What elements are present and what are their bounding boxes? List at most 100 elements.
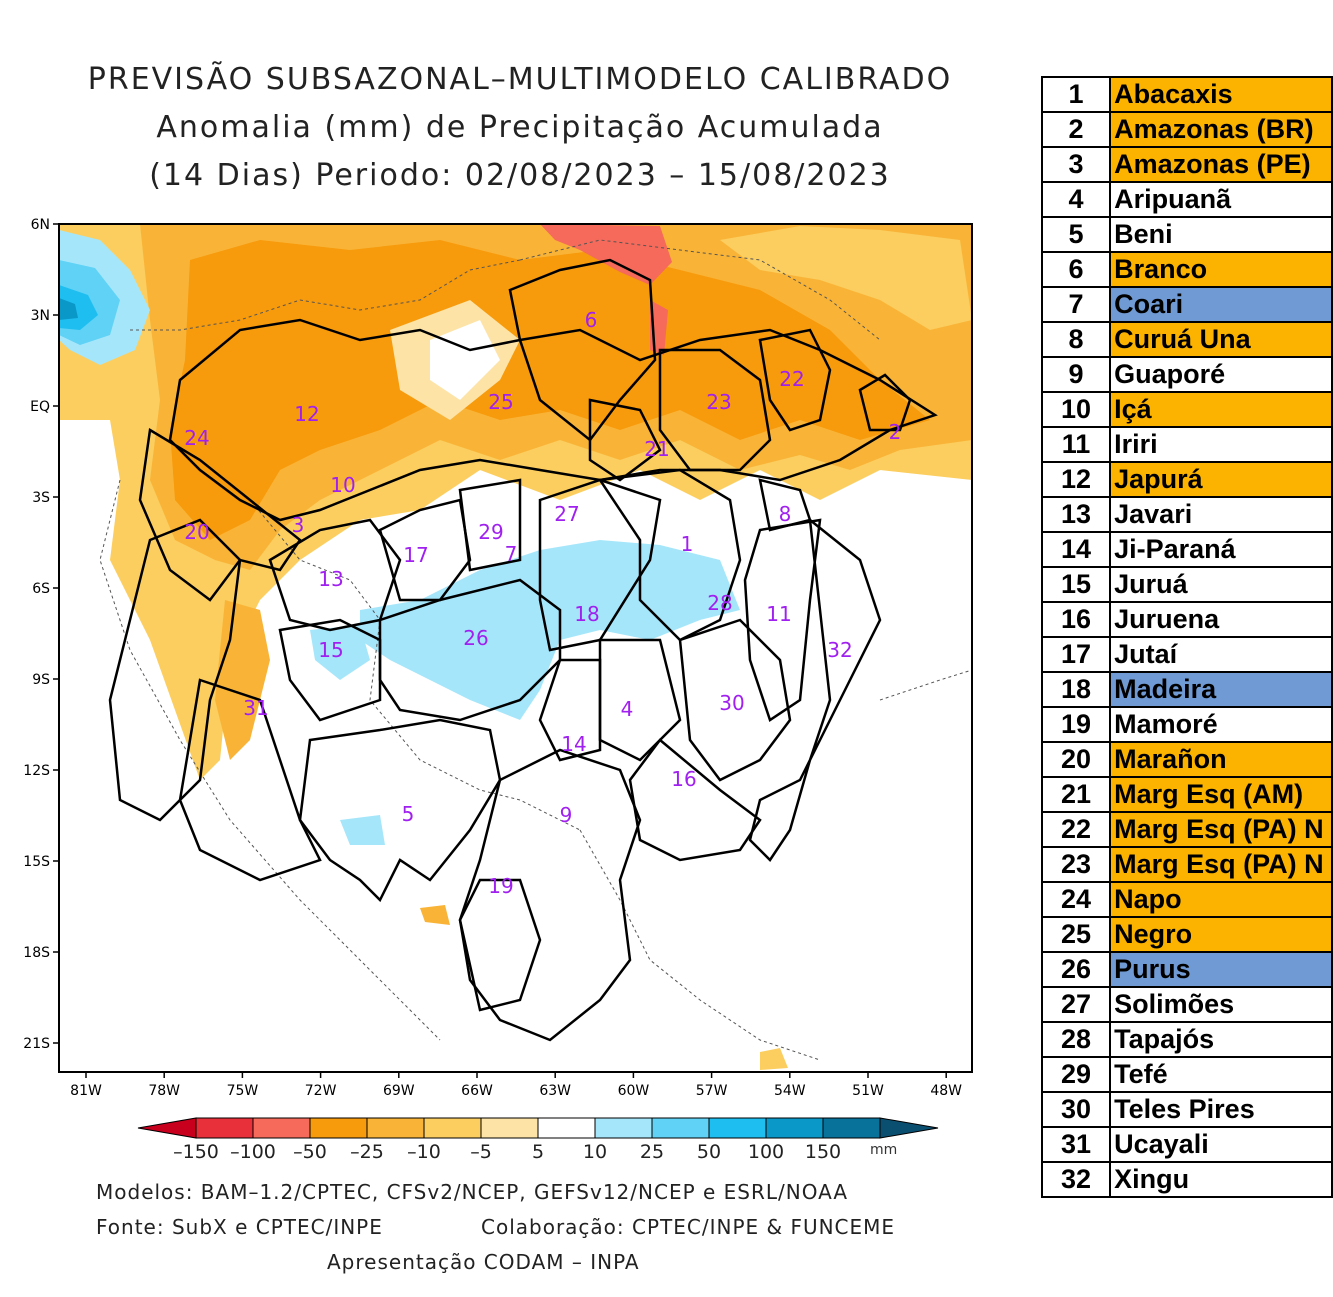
basin-number-label: 30 (719, 691, 744, 715)
basin-name: Purus (1109, 951, 1333, 988)
basin-row: 22 Marg Esq (PA) N (1040, 811, 1333, 848)
basin-number-label: 27 (554, 502, 579, 526)
basin-number: 32 (1040, 1161, 1112, 1198)
basin-row: 2 Amazonas (BR) (1040, 111, 1333, 148)
basin-number: 14 (1040, 531, 1112, 568)
colorbar-tick-label: 25 (640, 1141, 664, 1163)
basin-name: Amazonas (PE) (1109, 146, 1333, 183)
colorbar-arrow-right (879, 1117, 939, 1139)
colorbar-segment (366, 1117, 425, 1139)
colorbar-segment (252, 1117, 311, 1139)
basin-number-label: 18 (574, 602, 599, 626)
basin-number: 15 (1040, 566, 1112, 603)
colorbar-tick-label: 100 (748, 1141, 784, 1163)
basin-row: 13 Javari (1040, 496, 1333, 533)
lat-tick-label: 6N (31, 217, 50, 233)
colorbar-tick-label: –5 (470, 1141, 492, 1163)
basin-number-label: 4 (621, 697, 634, 721)
colorbar-segment (309, 1117, 368, 1139)
basin-number: 23 (1040, 846, 1112, 883)
basin-row: 28 Tapajós (1040, 1021, 1333, 1058)
anomaly-field (59, 224, 972, 1072)
footer-collab: Colaboração: CPTEC/INPE & FUNCEME (481, 1215, 896, 1239)
lat-tick-label: 3S (32, 490, 50, 506)
colorbar-tick-label: 50 (697, 1141, 721, 1163)
basin-number: 30 (1040, 1091, 1112, 1128)
lat-tick-label: EQ (30, 399, 50, 415)
basin-number: 9 (1040, 356, 1112, 393)
basin-number-label: 2 (889, 420, 902, 444)
basin-row: 25 Negro (1040, 916, 1333, 953)
basin-number-label: 6 (585, 308, 598, 332)
basin-name: Iriri (1109, 426, 1333, 463)
basin-name: Marg Esq (PA) N (1109, 811, 1333, 848)
basin-outlines (108, 258, 938, 1042)
lon-tick-label: 81W (70, 1083, 102, 1099)
basin-number: 12 (1040, 461, 1112, 498)
basin-row: 10 Içá (1040, 391, 1333, 428)
colorbar: –150 –100 –50 –25 –10 –5 5 10 25 50 100 150 (137, 1117, 939, 1163)
basin-row: 29 Tefé (1040, 1056, 1333, 1093)
basin-row: 3 Amazonas (PE) (1040, 146, 1333, 183)
basin-name: Jutaí (1109, 636, 1333, 673)
basin-row: 16 Juruena (1040, 601, 1333, 638)
basin-number: 25 (1040, 916, 1112, 953)
colorbar-segment (651, 1117, 710, 1139)
basin-number-label: 11 (766, 602, 791, 626)
basin-number: 31 (1040, 1126, 1112, 1163)
basin-number: 16 (1040, 601, 1112, 638)
basin-number: 1 (1040, 76, 1112, 113)
basin-name: Tefé (1109, 1056, 1333, 1093)
basin-number-label: 29 (478, 520, 503, 544)
basin-number-label: 23 (706, 390, 731, 414)
lat-tick-label: 18S (23, 945, 50, 961)
basin-number: 11 (1040, 426, 1112, 463)
basin-name: Abacaxis (1109, 76, 1333, 113)
basin-row: 23 Marg Esq (PA) N (1040, 846, 1333, 883)
colorbar-segment (594, 1117, 653, 1139)
basin-number: 7 (1040, 286, 1112, 323)
title-line-3: (14 Dias) Periodo: 02/08/2023 – 15/08/20… (149, 158, 891, 193)
basin-number-label: 26 (463, 626, 488, 650)
basin-name: Aripuanã (1109, 181, 1333, 218)
basin-number: 5 (1040, 216, 1112, 253)
lon-tick-label: 57W (696, 1083, 728, 1099)
basin-number: 26 (1040, 951, 1112, 988)
basin-number: 17 (1040, 636, 1112, 673)
basin-number-label: 10 (330, 473, 355, 497)
basin-number-label: 31 (243, 696, 268, 720)
basin-number-label: 16 (671, 767, 696, 791)
basin-number-label: 20 (184, 520, 209, 544)
basin-row: 7 Coari (1040, 286, 1333, 323)
basin-number: 4 (1040, 181, 1112, 218)
colorbar-segment (480, 1117, 539, 1139)
lon-tick-label: 72W (305, 1083, 337, 1099)
lon-tick-label: 69W (383, 1083, 415, 1099)
basin-number: 20 (1040, 741, 1112, 778)
basin-number-label: 5 (402, 802, 415, 826)
basin-number-label: 21 (644, 437, 669, 461)
map-frame (58, 223, 973, 1073)
basin-row: 14 Ji-Paraná (1040, 531, 1333, 568)
colorbar-tick-label: –100 (230, 1141, 276, 1163)
basin-legend-table: 1 Abacaxis 2 Amazonas (BR) 3 Amazonas (PE) 4 Ar… (1040, 76, 1333, 1198)
footer-models: Modelos: BAM–1.2/CPTEC, CFSv2/NCEP, GEFS… (96, 1180, 849, 1204)
lon-tick-label: 63W (539, 1083, 571, 1099)
lat-tick-label: 6S (32, 581, 50, 597)
basin-name: Curuá Una (1109, 321, 1333, 358)
basin-number: 8 (1040, 321, 1112, 358)
basin-number-label: 32 (827, 638, 852, 662)
basin-number-label: 25 (488, 390, 513, 414)
basin-name: Teles Pires (1109, 1091, 1333, 1128)
colorbar-segment (822, 1117, 881, 1139)
basin-row: 32 Xingu (1040, 1161, 1333, 1198)
basin-number: 21 (1040, 776, 1112, 813)
basin-row: 26 Purus (1040, 951, 1333, 988)
colorbar-tick-label: –50 (293, 1141, 327, 1163)
basin-name: Ucayali (1109, 1126, 1333, 1163)
colorbar-tick-label: 150 (805, 1141, 841, 1163)
colorbar-unit: mm (870, 1142, 898, 1158)
basin-row: 17 Jutaí (1040, 636, 1333, 673)
colorbar-tick-label: 5 (532, 1141, 544, 1163)
colorbar-segment (537, 1117, 596, 1139)
